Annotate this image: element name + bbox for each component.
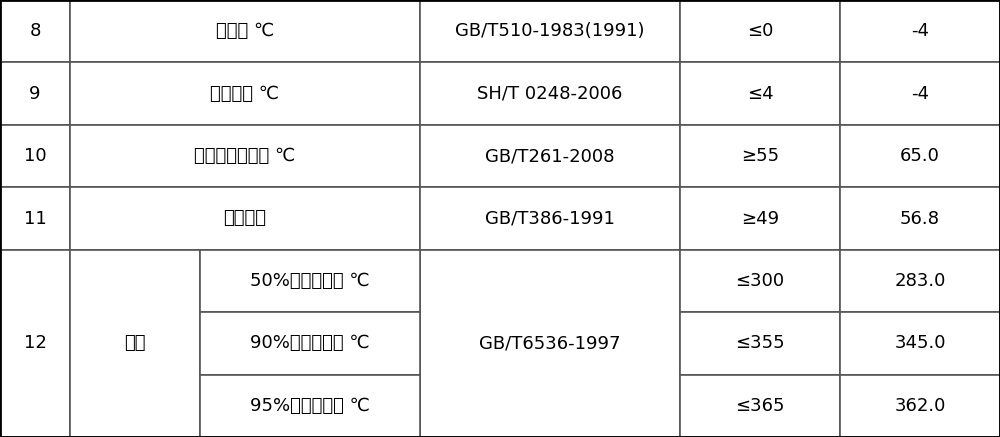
Text: GB/T6536-1997: GB/T6536-1997	[479, 334, 621, 352]
Bar	[680, 375, 840, 437]
Text: 95%回收温度， ℃: 95%回收温度， ℃	[250, 397, 370, 415]
Text: -4: -4	[911, 85, 929, 103]
Bar	[840, 375, 1000, 437]
Bar	[680, 250, 840, 312]
Text: 345.0: 345.0	[894, 334, 946, 352]
Text: ≥49: ≥49	[741, 209, 779, 228]
Text: ≤355: ≤355	[735, 334, 785, 352]
Text: ≤365: ≤365	[735, 397, 785, 415]
Text: 65.0: 65.0	[900, 147, 940, 165]
Text: ≤4: ≤4	[747, 85, 773, 103]
Bar	[70, 125, 420, 187]
Text: SH/T 0248-2006: SH/T 0248-2006	[477, 85, 623, 103]
Text: 9: 9	[29, 85, 41, 103]
Bar	[840, 125, 1000, 187]
Text: 馏程: 馏程	[124, 334, 146, 352]
Text: ≤300: ≤300	[735, 272, 785, 290]
Text: 283.0: 283.0	[894, 272, 946, 290]
Bar	[70, 187, 420, 250]
Text: 凝点， ℃: 凝点， ℃	[216, 22, 274, 40]
Bar	[0, 0, 70, 62]
Bar	[840, 62, 1000, 125]
Bar	[680, 62, 840, 125]
Bar	[420, 125, 680, 187]
Bar	[680, 125, 840, 187]
Bar	[0, 250, 70, 437]
Bar	[680, 187, 840, 250]
Bar	[680, 0, 840, 62]
Text: GB/T386-1991: GB/T386-1991	[485, 209, 615, 228]
Text: 90%回收温度， ℃: 90%回收温度， ℃	[250, 334, 370, 352]
Text: 8: 8	[29, 22, 41, 40]
Bar	[840, 187, 1000, 250]
Bar	[70, 250, 200, 437]
Text: 362.0: 362.0	[894, 397, 946, 415]
Text: GB/T510-1983(1991): GB/T510-1983(1991)	[455, 22, 645, 40]
Bar	[200, 312, 420, 375]
Bar	[0, 187, 70, 250]
Bar	[0, 62, 70, 125]
Bar	[200, 250, 420, 312]
Bar	[420, 187, 680, 250]
Text: ≥55: ≥55	[741, 147, 779, 165]
Bar	[0, 125, 70, 187]
Bar	[420, 0, 680, 62]
Text: 11: 11	[24, 209, 46, 228]
Bar	[70, 0, 420, 62]
Text: 十六烷値: 十六烷値	[224, 209, 266, 228]
Bar	[420, 62, 680, 125]
Text: 闪点（闭口）， ℃: 闪点（闭口）， ℃	[194, 147, 296, 165]
Bar	[200, 375, 420, 437]
Text: 10: 10	[24, 147, 46, 165]
Text: 56.8: 56.8	[900, 209, 940, 228]
Text: -4: -4	[911, 22, 929, 40]
Text: 冷滤点， ℃: 冷滤点， ℃	[210, 85, 280, 103]
Text: ≤0: ≤0	[747, 22, 773, 40]
Text: 50%回收温度， ℃: 50%回收温度， ℃	[250, 272, 370, 290]
Bar	[680, 312, 840, 375]
Text: GB/T261-2008: GB/T261-2008	[485, 147, 615, 165]
Bar	[420, 250, 680, 437]
Bar	[70, 62, 420, 125]
Bar	[840, 0, 1000, 62]
Text: 12: 12	[24, 334, 46, 352]
Bar	[840, 250, 1000, 312]
Bar	[840, 312, 1000, 375]
